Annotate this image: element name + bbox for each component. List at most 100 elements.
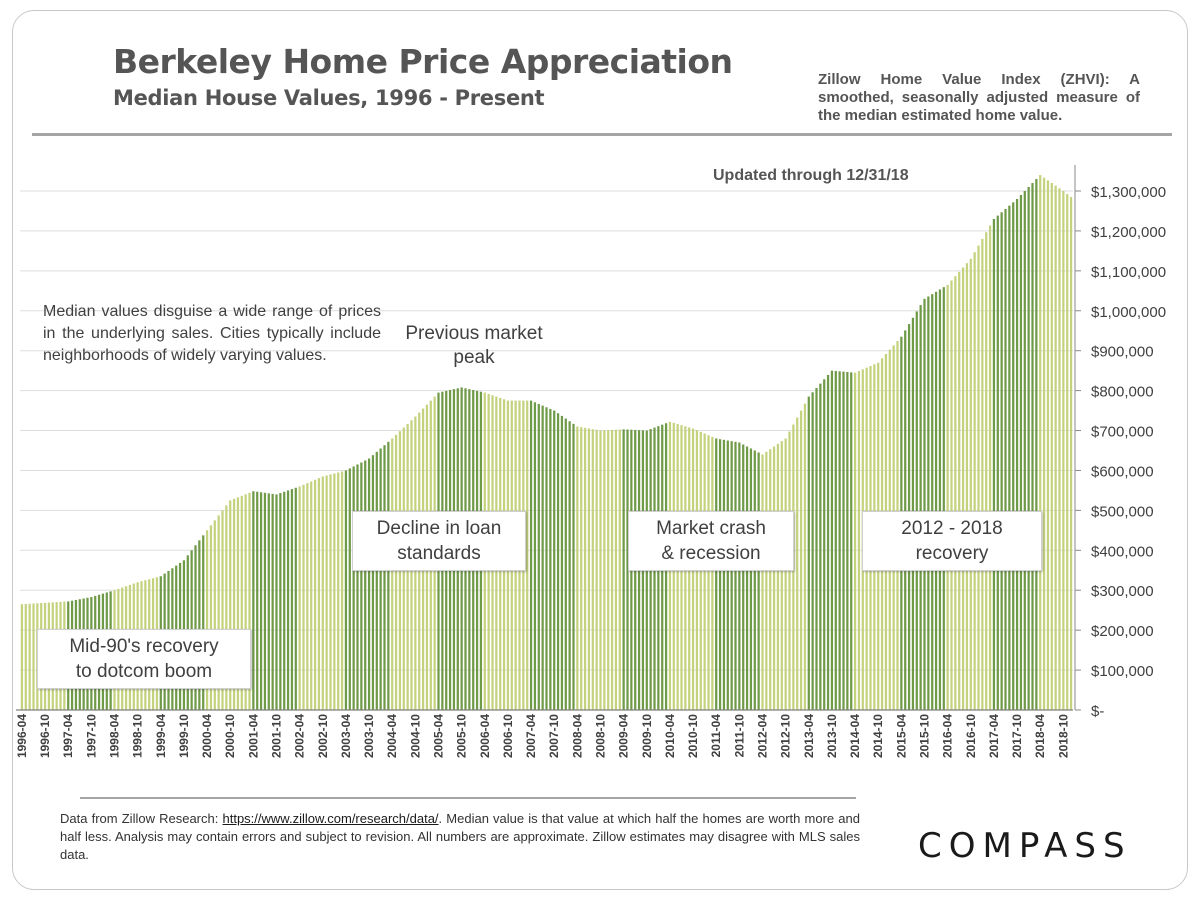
bar	[267, 493, 270, 710]
bar	[333, 473, 336, 710]
bar	[286, 490, 290, 710]
side-note: Median values disguise a wide range of p…	[43, 303, 381, 364]
x-tick-label: 2006-04	[478, 714, 492, 758]
bar	[734, 441, 737, 710]
bar	[1004, 208, 1007, 710]
bar	[757, 452, 760, 710]
bar	[290, 489, 294, 710]
bar	[961, 267, 965, 710]
chart-title: Berkeley Home Price Appreciation	[113, 42, 733, 81]
x-tick-label: 2003-10	[362, 714, 376, 758]
bar	[529, 400, 533, 710]
x-tick-label: 1996-10	[38, 714, 52, 758]
bar	[205, 530, 209, 710]
x-tick-label: 2003-04	[339, 714, 353, 758]
bar	[24, 603, 27, 710]
bar	[1050, 183, 1053, 710]
zhvi-note: Zillow Home Value Index (ZHVI): A smooth…	[818, 71, 1140, 124]
bar	[1039, 175, 1042, 710]
callout-dotcom: Mid-90's recovery to dotcom boom	[37, 629, 251, 689]
bar	[271, 493, 274, 710]
bar	[603, 430, 606, 710]
bar	[730, 441, 733, 710]
bar	[761, 454, 764, 710]
callout-line: to dotcom boom	[75, 661, 213, 682]
callout-line: & recession	[661, 543, 761, 564]
bar	[229, 500, 232, 710]
bar	[715, 438, 718, 710]
footer-note: Data from Zillow Research: https://www.z…	[60, 810, 860, 864]
bar	[533, 402, 537, 710]
bar	[838, 371, 841, 710]
footer-text-after: . Median value is that value at which ha…	[60, 811, 860, 862]
x-tick-label: 1997-04	[61, 714, 75, 758]
zillow-research-link[interactable]: https://www.zillow.com/research/data/	[222, 811, 439, 826]
bar	[28, 603, 31, 710]
callout-loan-standards: Decline in loan standards	[352, 511, 526, 571]
x-tick-label: 1999-10	[177, 714, 191, 758]
bar	[1015, 198, 1019, 711]
bar	[356, 464, 359, 710]
bar	[32, 603, 35, 710]
x-tick-label: 2001-10	[270, 714, 284, 758]
bar	[568, 421, 571, 710]
callout-line: 2012 - 2018	[901, 518, 1003, 539]
x-tick-label: 1998-04	[108, 714, 122, 758]
bar	[958, 271, 961, 710]
bar	[248, 492, 251, 710]
bar	[256, 491, 259, 710]
bar	[772, 446, 776, 710]
bar	[811, 392, 814, 710]
y-tick-label: $1,300,000	[1091, 184, 1166, 201]
bar	[942, 287, 945, 710]
x-tick-label: 2017-10	[1010, 714, 1024, 758]
bar	[973, 252, 976, 710]
bar	[337, 472, 340, 710]
bar	[850, 372, 853, 710]
bar	[583, 427, 587, 710]
compass-logo: COMPASS	[918, 826, 1132, 866]
bar	[842, 371, 845, 710]
bar	[834, 370, 837, 710]
x-tick-label: 2011-10	[732, 714, 746, 758]
bar	[607, 430, 610, 710]
bar	[1023, 191, 1026, 710]
bar	[545, 407, 548, 710]
bar	[595, 429, 598, 710]
bar	[252, 491, 255, 710]
footer-text-before: Data from Zillow Research:	[60, 811, 223, 826]
y-tick-label: $1,100,000	[1091, 264, 1166, 281]
bar	[1031, 183, 1034, 710]
bar	[622, 429, 625, 710]
callout-line: standards	[397, 543, 481, 564]
bar	[977, 245, 980, 710]
y-tick-label: $500,000	[1091, 503, 1154, 520]
x-tick-label: 2013-10	[825, 714, 839, 758]
bar	[321, 476, 324, 710]
bar	[244, 494, 247, 710]
x-tick-label: 2012-10	[779, 714, 793, 758]
x-tick-label: 2000-10	[223, 714, 237, 758]
x-tick-label: 2015-04	[894, 714, 908, 758]
bar	[610, 429, 614, 710]
x-tick-label: 2008-10	[594, 714, 608, 758]
bar	[371, 455, 375, 710]
bar	[938, 289, 942, 710]
bar	[738, 442, 741, 710]
bar	[259, 492, 263, 710]
bar	[981, 238, 984, 710]
bar	[591, 429, 594, 710]
x-tick-label: 2004-10	[408, 714, 422, 758]
callout-line: recovery	[915, 543, 989, 564]
bar	[294, 487, 297, 710]
bar	[310, 481, 313, 710]
y-tick-label: $-	[1091, 703, 1104, 720]
bar	[807, 396, 810, 710]
y-tick-label: $200,000	[1091, 623, 1154, 640]
bar	[1008, 205, 1011, 710]
bar	[1066, 193, 1069, 711]
axes	[16, 165, 1081, 711]
bar	[745, 446, 749, 710]
bar	[753, 450, 756, 710]
